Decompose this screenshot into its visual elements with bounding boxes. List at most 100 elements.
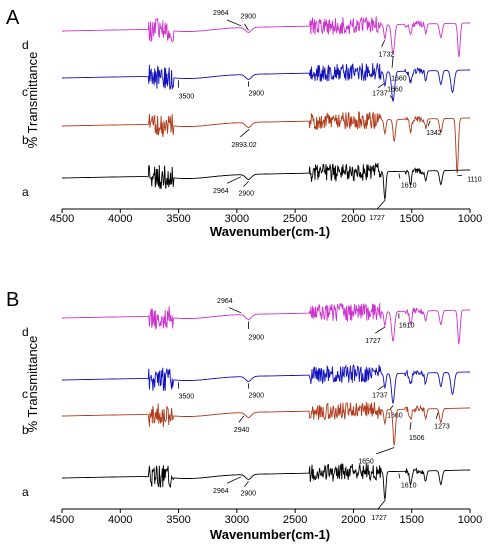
panel-a-series-c-label: c [22, 85, 28, 99]
panel-a-x-tick-label-5: 2000 [341, 213, 365, 225]
panel-a-series-d-line [62, 16, 470, 58]
panel-b-series-a-annotation-arrow-2 [377, 499, 386, 510]
panel-b-x-tick-label-4: 2500 [283, 514, 307, 526]
panel-b-y-axis-label: % Transmittance [25, 336, 40, 433]
panel-a-x-tick-label-3: 3000 [225, 213, 249, 225]
panel-b-series-d-annotation-1: 2900 [249, 334, 265, 341]
panel-b-x-tick-label-7: 1000 [458, 514, 482, 526]
panel-b-x-tick-label-1: 4000 [108, 514, 132, 526]
panel-a-series-d-label: d [22, 38, 29, 52]
panel-b-series-a-annotation-3: 1610 [401, 482, 417, 489]
panel-a-series-a-annotation-0: 2964 [213, 188, 229, 195]
panel-b-series-a-annotation-arrow-3 [398, 473, 401, 479]
panel-a-series-a-label: a [22, 185, 29, 199]
panel-a-series-d-annotation-arrow-2 [381, 40, 386, 47]
panel-b-x-tick-label-2: 3500 [166, 514, 190, 526]
panel-b-series-d-annotation-0: 2964 [217, 298, 233, 305]
panel-a-series-d-annotation-arrow-3 [391, 56, 394, 68]
panel-a-series-b-annotation-arrow-0 [240, 128, 250, 138]
panel-b-series-b-annotation-3: 1273 [434, 423, 450, 430]
panel-a-series-b-line [62, 111, 470, 174]
panel-b-series-a-line [62, 463, 470, 500]
panel-a-series-b-annotation-1: 1342 [426, 130, 442, 137]
panel-b-series-a-annotation-1: 2900 [241, 490, 257, 497]
panel-b-x-tick-label-3: 3000 [225, 514, 249, 526]
panel-b-series-c-annotation-0: 3500 [179, 393, 195, 400]
panel-a-series-a-annotation-3: 1610 [401, 182, 417, 189]
panel-b-series-b-annotation-1: 1650 [358, 458, 374, 465]
panel-b-series-b-annotation-0: 2940 [234, 427, 250, 434]
panel-a-series-a-annotation-2: 1727 [369, 215, 385, 222]
panel-b-series-a-label: a [22, 485, 29, 499]
panel-b-x-axis-label: Wavenumber(cm-1) [210, 527, 330, 542]
panel-b-series: d 2964 2900 1727 1610 c 3500 2900 1737 1660 b 2940 1… [22, 298, 470, 522]
panel-a: A % Transmittance 4500 4000 3500 3000 2500 20… [6, 7, 482, 239]
panel-a-x-tick-label-1: 4000 [108, 213, 132, 225]
panel-a-series-d-annotation-1: 2900 [241, 13, 257, 20]
panel-b-series-b-annotation-2: 1506 [409, 435, 425, 442]
panel-b-series-c-line [62, 364, 470, 404]
panel-b-series-b-label: b [22, 423, 29, 437]
panel-b-series-b-annotation-arrow-2 [409, 422, 412, 430]
panel-b-label: B [6, 289, 19, 311]
panel-b-series-c-annotation-arrow-3 [389, 405, 394, 410]
panel-a-label: A [6, 7, 20, 29]
panel-a-series-c-annotation-3: 1660 [387, 87, 403, 94]
panel-a-series-b-annotation-2: 1110 [467, 176, 482, 183]
panel-b-series-c-annotation-2: 1737 [372, 393, 388, 400]
panel-a-series-d-annotation-3: 1660 [391, 76, 407, 83]
panel-a-series-c-annotation-arrow-3 [389, 95, 394, 100]
panel-b-series-d-label: d [22, 325, 29, 339]
panel-a-series-c-line [62, 63, 470, 102]
panel-b-series-a-annotation-arrow-1 [244, 481, 249, 487]
panel-a-x-axis-label: Wavenumber(cm-1) [210, 224, 330, 239]
panel-b-series-d-annotation-3: 1610 [399, 322, 415, 329]
panel-b-series-c-annotation-3: 1660 [387, 413, 403, 420]
panel-b-series-c-label: c [22, 387, 28, 401]
panel-b-x-tick-label-6: 1500 [399, 514, 423, 526]
panel-a-series-a-annotation-1: 2900 [239, 190, 255, 197]
panel-b-series-d-line [62, 303, 470, 345]
panel-a-x-tick-label-6: 1500 [399, 213, 423, 225]
panel-a-x-ticks: 4500 4000 3500 3000 2500 2000 1500 1000 [50, 209, 482, 225]
panel-a-series-a-annotation-arrow-0 [226, 176, 242, 184]
panel-a-x-tick-label-4: 2500 [283, 213, 307, 225]
panel-b-series-a-annotation-2: 1727 [371, 515, 387, 522]
panel-a-series-b-annotation-0: 2893.02 [231, 142, 256, 149]
panel-b-x-tick-label-5: 2000 [341, 514, 365, 526]
panel-b-series-c-annotation-1: 2900 [249, 392, 265, 399]
panel-b-series-b-annotation-arrow-1 [376, 447, 395, 455]
panel-a-series-c-annotation-2: 1737 [372, 91, 388, 98]
panel-b: B % Transmittance 4500 4000 3500 3000 2500 20… [6, 289, 482, 542]
panel-a-x-tick-label-7: 1000 [458, 213, 482, 225]
panel-a-series-d-annotation-2: 1732 [379, 51, 395, 58]
panel-b-x-tick-label-0: 4500 [50, 514, 74, 526]
panel-a-series-b-annotation-arrow-1 [427, 120, 431, 127]
panel-b-series-b-line [62, 401, 470, 446]
panel-b-series-c-annotation-arrow-2 [377, 385, 385, 390]
panel-a-series-c-annotation-1: 2900 [249, 90, 265, 97]
panel-a-series-c-annotation-arrow-2 [377, 83, 385, 88]
panel-a-series-a-annotation-arrow-2 [376, 199, 386, 210]
panel-b-series-d-annotation-arrow-2 [375, 326, 386, 334]
panel-a-series-a-annotation-arrow-3 [398, 173, 401, 179]
panel-b-x-ticks: 4500 4000 3500 3000 2500 2000 1500 1000 [50, 509, 482, 526]
panel-a-series-d-annotation-arrow-0 [226, 19, 242, 27]
panel-a-x-tick-label-0: 4500 [50, 213, 74, 225]
panel-a-series-a-line [62, 163, 470, 200]
panel-b-series-d-annotation-arrow-0 [228, 307, 242, 314]
panel-b-series-b-annotation-arrow-0 [238, 415, 245, 423]
panel-b-series-b-annotation-arrow-3 [435, 412, 439, 419]
panel-a-series-b-label: b [22, 133, 29, 147]
panel-b-series-a-annotation-arrow-0 [226, 476, 242, 484]
panel-a-series-c-annotation-0: 3500 [179, 93, 195, 100]
panel-a-x-tick-label-2: 3500 [166, 213, 190, 225]
panel-a-series-a-annotation-arrow-1 [243, 181, 249, 187]
panel-b-series-a-annotation-0: 2964 [213, 488, 229, 495]
panel-a-series-d-annotation-0: 2964 [213, 10, 229, 17]
panel-b-series-d-annotation-2: 1727 [365, 338, 381, 345]
panel-a-y-axis-label: % Transmittance [25, 52, 40, 149]
